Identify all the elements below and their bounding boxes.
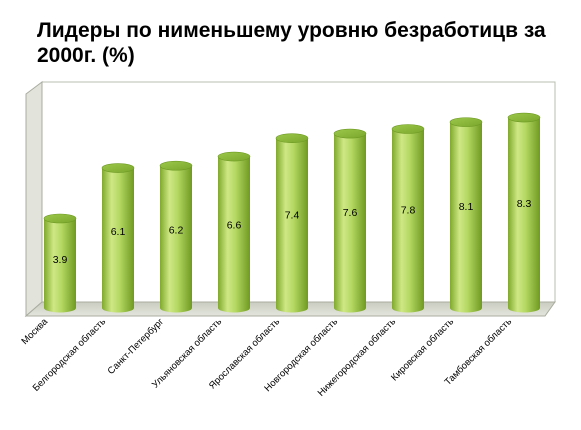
bar-7: [391, 124, 425, 313]
value-label-9: 8.3: [517, 198, 532, 210]
bar-5: [275, 133, 309, 313]
bar-6: [333, 128, 367, 313]
value-label-2: 6.1: [111, 226, 126, 238]
value-label-8: 8.1: [459, 201, 474, 213]
bar-1: [43, 213, 77, 313]
category-label-8: Кировская область: [389, 316, 456, 383]
category-label-9: Тамбовская область: [443, 316, 515, 388]
value-label-1: 3.9: [53, 254, 68, 266]
value-label-4: 6.6: [227, 220, 242, 232]
chart-title: Лидеры по нименьшему уровню безработицв …: [37, 19, 546, 67]
value-label-5: 7.4: [285, 210, 300, 222]
bar-2: [101, 163, 135, 313]
side-wall: [25, 81, 43, 318]
category-label-1: Москва: [19, 316, 50, 347]
category-label-3: Санкт-Петербург: [106, 316, 167, 377]
value-label-3: 6.2: [169, 225, 184, 237]
value-label-6: 7.6: [343, 207, 358, 219]
bar-3: [159, 160, 193, 313]
bar-4: [217, 151, 251, 313]
bar-8: [449, 117, 483, 313]
value-label-7: 7.8: [401, 205, 416, 217]
bar-9: [507, 112, 541, 313]
